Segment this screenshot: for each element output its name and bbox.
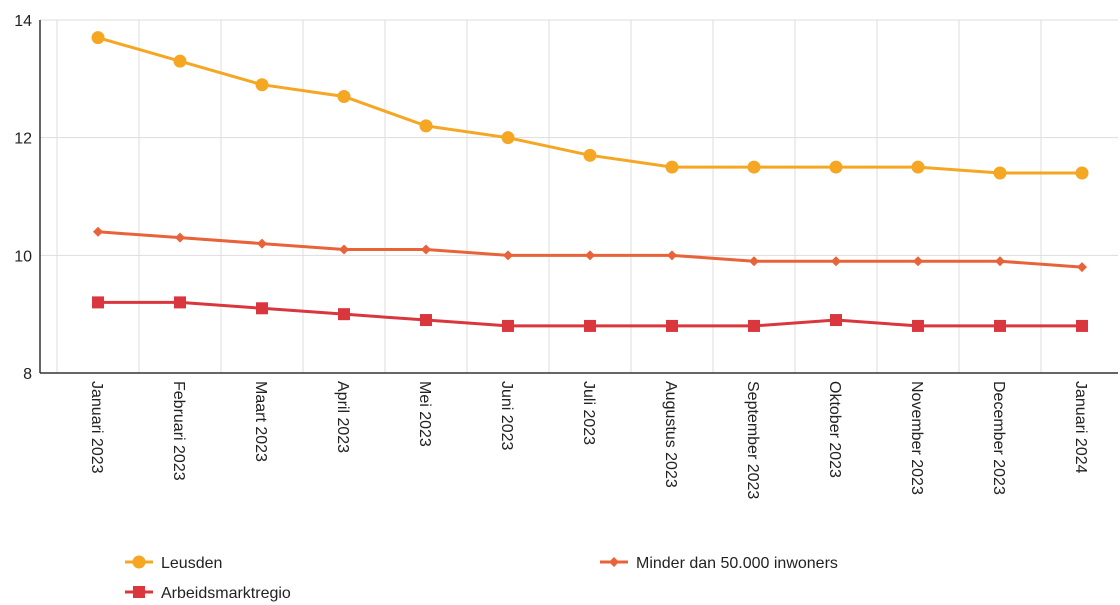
point [256,302,268,315]
point [501,131,515,145]
x-tick-label: Augustus 2023 [662,381,679,488]
x-tick-label: November 2023 [908,381,925,495]
y-tick-label: 12 [14,131,32,148]
point [175,232,185,243]
x-tick-label: September 2023 [744,381,761,499]
series [92,296,1088,332]
y-tick-label: 8 [23,366,32,383]
point [585,250,595,261]
point [830,314,842,327]
x-tick-label: April 2023 [334,381,351,453]
point [173,54,187,68]
legend-label: Leusden [161,555,222,572]
point [911,160,925,174]
point [747,160,761,174]
point [502,319,514,332]
x-tick-label: Juni 2023 [498,381,515,450]
point [912,319,924,332]
series [91,31,1089,180]
point [1077,262,1087,273]
x-tick-label: Mei 2023 [416,381,433,447]
point [255,78,269,92]
point [749,256,759,267]
y-tick-label: 10 [14,248,32,265]
x-tick-label: Maart 2023 [252,381,269,462]
point [583,148,597,162]
point [748,319,760,332]
point [665,160,679,174]
point [1075,166,1089,180]
legend-label: Minder dan 50.000 inwoners [636,555,838,572]
point [92,296,104,309]
point [338,308,350,321]
point [913,256,923,267]
legend-marker [609,557,619,567]
point [421,244,431,255]
x-tick-label: Juli 2023 [580,381,597,445]
point [994,319,1006,332]
point [993,166,1007,180]
x-tick-label: Februari 2023 [170,381,187,481]
legend-marker [132,555,146,569]
legend-marker [133,586,145,598]
point [1076,319,1088,332]
point [257,238,267,249]
point [831,256,841,267]
point [667,250,677,261]
point [995,256,1005,267]
point [419,119,433,133]
series-line [97,230,1083,269]
x-tick-label: Januari 2023 [88,381,105,474]
point [339,244,349,255]
point [174,296,186,309]
point [91,31,105,45]
point [420,314,432,327]
series [93,226,1087,273]
point [503,250,513,261]
point [829,160,843,174]
x-tick-label: December 2023 [990,381,1007,495]
x-tick-label: Oktober 2023 [826,381,843,478]
point [93,226,103,237]
point [584,319,596,332]
point [666,319,678,332]
x-tick-label: Januari 2024 [1072,381,1089,474]
point [337,89,351,103]
legend-label: Arbeidsmarktregio [161,585,291,602]
y-tick-label: 14 [14,13,32,30]
